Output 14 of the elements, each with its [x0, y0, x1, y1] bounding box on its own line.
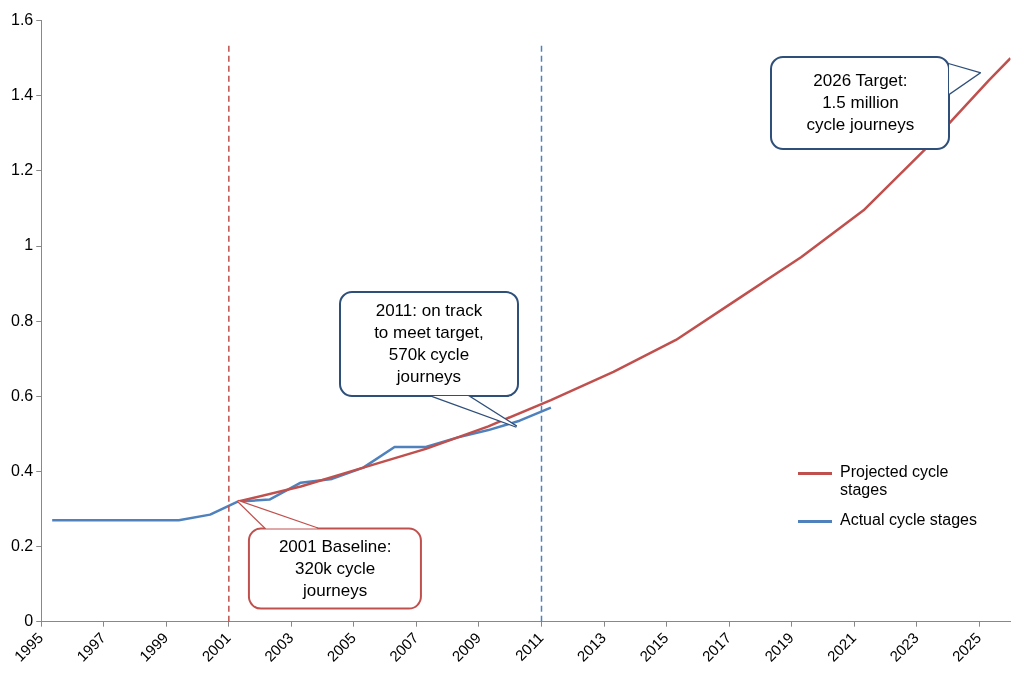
- y-tick-label: 0.4: [10, 461, 34, 479]
- annotation: 2001 Baseline: 320k cycle journeys: [249, 529, 422, 610]
- y-tick-label: 0.8: [10, 311, 34, 329]
- y-tick-label: 1.6: [10, 11, 34, 29]
- y-tick-label: 1.4: [10, 86, 34, 104]
- y-tick-label: 0.6: [10, 386, 34, 404]
- legend-label: Actual cycle stages: [840, 511, 977, 529]
- annotation: 2011: on track to meet target, 570k cycle journeys: [339, 291, 518, 396]
- y-tick-label: 0.2: [10, 536, 34, 554]
- y-tick-label: 1.2: [10, 161, 34, 179]
- y-tick-label: 0: [24, 612, 34, 630]
- annotation: 2026 Target: 1.5 million cycle journeys: [771, 57, 950, 150]
- y-tick-label: 1: [24, 236, 34, 254]
- legend-label: Projected cycle stages: [840, 463, 950, 499]
